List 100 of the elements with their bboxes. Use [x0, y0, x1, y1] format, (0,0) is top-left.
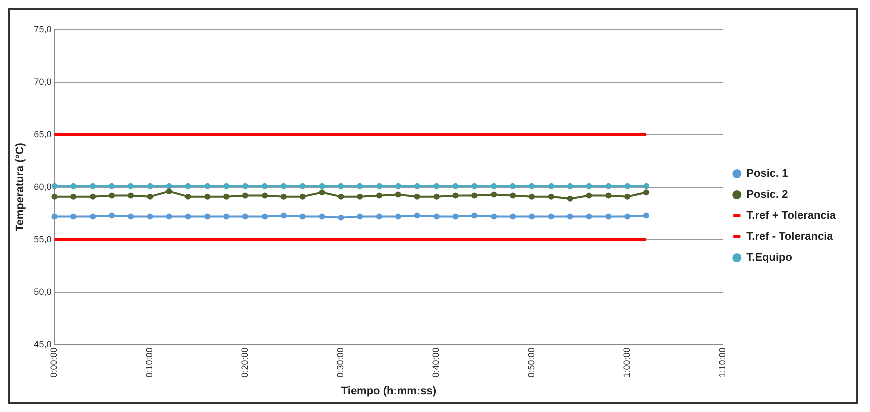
- y-tick-label: 70,0: [34, 76, 52, 87]
- point: [434, 214, 440, 220]
- point: [528, 214, 535, 220]
- point: [472, 212, 478, 219]
- point: [395, 183, 402, 190]
- legend-label: Posic. 2: [746, 189, 788, 202]
- point: [185, 194, 192, 200]
- point: [644, 190, 650, 196]
- point: [376, 214, 383, 220]
- point: [414, 194, 420, 200]
- y-tick-label: 55,0: [34, 234, 52, 244]
- point: [414, 183, 420, 190]
- x-tick-label: 0:50:00: [526, 348, 537, 378]
- point: [242, 183, 248, 190]
- point: [548, 194, 554, 200]
- point: [319, 190, 326, 196]
- point: [606, 214, 612, 220]
- point: [185, 183, 192, 190]
- point: [472, 183, 478, 190]
- point: [109, 192, 116, 199]
- point: [376, 192, 383, 199]
- legend-label: T.Equipo: [746, 252, 793, 264]
- point: [528, 194, 535, 200]
- point: [242, 214, 248, 220]
- y-tick-label: 45,0: [34, 339, 52, 350]
- point: [185, 214, 192, 220]
- point: [338, 183, 344, 190]
- point: [434, 183, 440, 190]
- point: [147, 214, 154, 220]
- point: [491, 192, 498, 198]
- y-axis-title: Temperatura (°C): [14, 142, 27, 232]
- x-tick-label: 1:10:00: [718, 348, 728, 378]
- point: [166, 188, 172, 195]
- point: [166, 214, 172, 220]
- x-tick-label: 0:10:00: [144, 348, 155, 378]
- point: [624, 214, 631, 220]
- point: [204, 214, 211, 220]
- point: [510, 183, 516, 190]
- point: [90, 214, 96, 220]
- point: [357, 183, 364, 190]
- point: [280, 183, 287, 190]
- point: [128, 214, 134, 220]
- legend-label: T.ref - Tolerancia: [746, 231, 834, 244]
- point: [452, 192, 459, 199]
- x-tick-label: 0:30:00: [336, 348, 346, 378]
- point: [586, 183, 592, 190]
- x-tick-label: 0:40:00: [431, 348, 442, 378]
- y-tick-label: 50,0: [34, 286, 52, 297]
- point: [338, 194, 344, 200]
- point: [586, 192, 592, 199]
- point: [52, 183, 58, 190]
- point: [567, 196, 574, 202]
- point: [644, 183, 650, 190]
- point: [109, 183, 116, 190]
- point: [70, 194, 77, 200]
- point: [376, 183, 383, 190]
- point: [491, 183, 498, 190]
- legend-label: Posic. 1: [746, 168, 788, 180]
- point: [280, 194, 287, 200]
- x-axis-title: Tiempo (h:mm:ss): [341, 385, 437, 398]
- point: [567, 214, 574, 220]
- point: [510, 214, 516, 220]
- point: [528, 183, 535, 190]
- point: [70, 183, 77, 190]
- point: [70, 214, 77, 220]
- point: [606, 192, 612, 199]
- point: [357, 214, 364, 220]
- point: [434, 194, 440, 200]
- point: [548, 183, 554, 190]
- point: [452, 183, 459, 190]
- legend-label: T.ref + Tolerancia: [746, 210, 837, 222]
- point: [606, 183, 612, 190]
- point: [280, 212, 287, 219]
- point: [90, 194, 96, 200]
- point: [147, 194, 154, 200]
- point: [262, 214, 268, 220]
- point: [300, 194, 306, 200]
- point: [224, 194, 230, 200]
- y-tick-label: 75,0: [34, 24, 52, 34]
- point: [319, 214, 326, 220]
- point: [395, 214, 402, 220]
- y-tick-label: 65,0: [34, 129, 52, 140]
- point: [395, 192, 402, 198]
- point: [300, 183, 306, 190]
- point: [204, 183, 211, 190]
- x-tick-label: 0:20:00: [240, 348, 250, 378]
- x-tick-label: 0:00:00: [49, 348, 60, 378]
- point: [624, 194, 631, 200]
- point: [204, 194, 211, 200]
- point: [242, 192, 248, 199]
- point: [567, 183, 574, 190]
- point: [452, 214, 459, 220]
- point: [262, 192, 268, 199]
- point: [262, 183, 268, 190]
- point: [147, 183, 154, 190]
- point: [548, 214, 554, 220]
- point: [624, 183, 631, 190]
- point: [128, 183, 134, 190]
- x-tick-label: 1:00:00: [622, 348, 632, 378]
- point: [510, 192, 516, 199]
